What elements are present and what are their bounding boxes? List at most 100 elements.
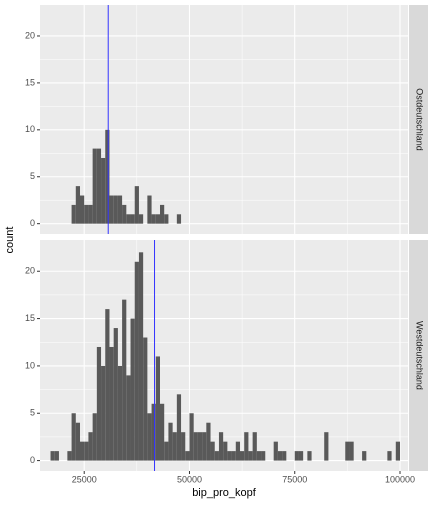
y-tick-label: 15 (25, 77, 35, 87)
histogram-bar (80, 195, 85, 224)
histogram-bar (92, 413, 97, 461)
histogram-bar (113, 328, 118, 461)
histogram-bar (210, 441, 215, 461)
histogram-bar (138, 214, 144, 224)
histogram-bar (50, 451, 55, 461)
histogram-bar (122, 299, 127, 461)
y-tick-label: 5 (30, 171, 35, 181)
histogram-bar (71, 204, 76, 224)
histogram-bar (395, 441, 400, 461)
histogram-bar (130, 318, 135, 461)
histogram-bar (88, 204, 93, 224)
histogram-bar (151, 403, 156, 461)
histogram-bar (143, 337, 148, 461)
histogram-bar (134, 186, 139, 224)
histogram-bar (117, 195, 123, 224)
x-tick-label: 100000 (385, 474, 415, 484)
histogram-bar (96, 148, 102, 224)
histogram-bar (202, 432, 207, 461)
histogram-bar (349, 441, 354, 461)
x-axis-label: bip_pro_kopf (192, 487, 257, 499)
histogram-bar (54, 451, 59, 461)
histogram-bar (164, 214, 169, 224)
histogram-bar (92, 148, 97, 224)
histogram-bar (88, 432, 93, 461)
histogram-bar (105, 309, 110, 461)
histogram-bar (126, 214, 131, 224)
x-tick-label: 25000 (72, 474, 97, 484)
y-tick-label: 0 (30, 218, 35, 228)
histogram-bar (185, 451, 190, 461)
histogram-bar (151, 214, 156, 224)
strip (409, 5, 428, 234)
histogram-bar (256, 451, 262, 461)
histogram-bar (244, 432, 249, 461)
strip-label: Westdeutschland (415, 321, 425, 390)
histogram-bar (84, 441, 89, 461)
histogram-bar (138, 252, 144, 461)
x-tick-label: 50000 (177, 474, 202, 484)
histogram-bar (248, 451, 253, 461)
histogram-bar (307, 451, 312, 461)
histogram-bar (117, 365, 123, 461)
histogram-bar (298, 451, 304, 461)
histogram-bar (126, 375, 131, 461)
histogram-bar (75, 186, 80, 224)
histogram-bar (176, 394, 182, 461)
y-tick-label: 10 (25, 360, 35, 370)
histogram-bar (362, 451, 367, 461)
histogram-bar (101, 157, 106, 224)
histogram-bar (122, 204, 127, 224)
histogram-bar (206, 422, 211, 461)
y-tick-label: 0 (30, 455, 35, 465)
histogram-bar (218, 432, 224, 461)
histogram-bar (294, 451, 299, 461)
histogram-bar (235, 441, 240, 461)
histogram-bar (155, 214, 160, 224)
histogram-bar (231, 451, 236, 461)
histogram-bar (273, 441, 278, 461)
histogram-bar (80, 441, 85, 461)
histogram-bar (282, 451, 287, 461)
histogram-bar (189, 413, 194, 461)
histogram-bar (134, 261, 139, 461)
histogram-bar (160, 204, 165, 224)
histogram-bar (101, 365, 106, 461)
histogram-bar (130, 214, 135, 224)
histogram-bar (181, 432, 186, 461)
histogram-bar (197, 432, 203, 461)
histogram-bar (67, 451, 72, 461)
histogram-bar (214, 451, 219, 461)
histogram-bar (109, 195, 114, 224)
histogram-bar (227, 451, 232, 461)
histogram-bar (71, 413, 76, 461)
histogram-bar (324, 432, 329, 461)
histogram-bar (176, 214, 182, 224)
x-tick-label: 75000 (282, 474, 307, 484)
strip-label: Ostdeutschland (415, 88, 425, 151)
y-tick-label: 20 (25, 30, 35, 40)
histogram-bar (168, 422, 173, 461)
histogram-bar (345, 441, 350, 461)
histogram-bar (147, 413, 152, 461)
y-axis-label: count (4, 227, 16, 254)
histogram-bar (96, 346, 102, 461)
histogram-bar (193, 432, 198, 461)
histogram-bar (252, 432, 257, 461)
histogram-bar (75, 422, 80, 461)
histogram-bar (113, 195, 118, 224)
strip (409, 240, 428, 471)
histogram-bar (172, 432, 177, 461)
histogram-bar (387, 451, 392, 461)
y-tick-label: 20 (25, 266, 35, 276)
histogram-bar (109, 346, 114, 461)
y-tick-label: 10 (25, 124, 35, 134)
histogram-bar (84, 204, 89, 224)
histogram-bar (261, 451, 266, 461)
histogram-bar (164, 441, 169, 461)
histogram-bar (147, 195, 152, 224)
histogram-bar (105, 129, 110, 224)
y-tick-label: 5 (30, 408, 35, 418)
y-tick-label: 15 (25, 313, 35, 323)
